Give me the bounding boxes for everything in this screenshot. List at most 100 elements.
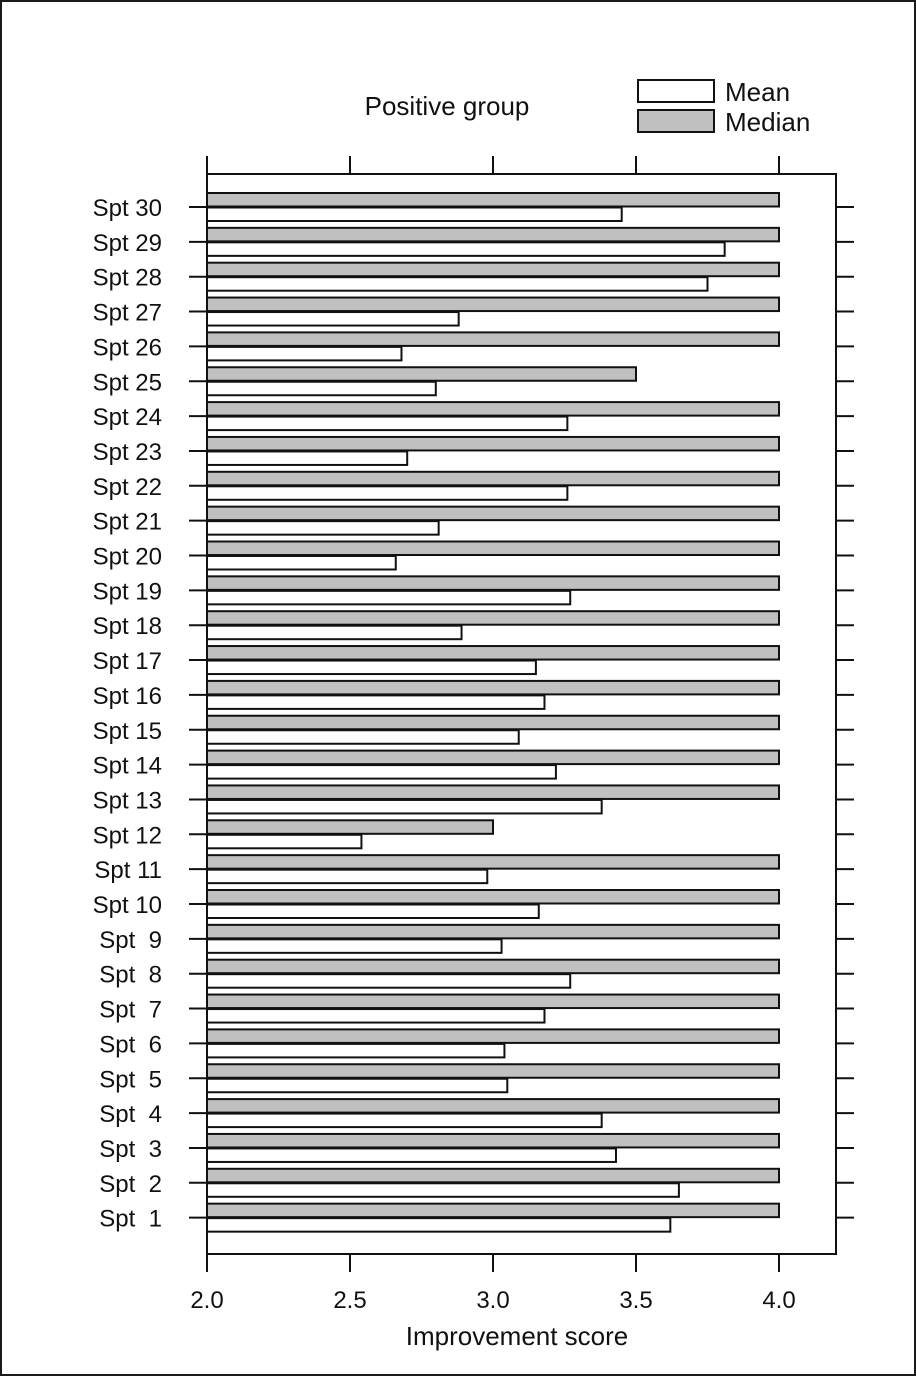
bar-median [206, 1167, 780, 1184]
category-label: Spt 6 [99, 1031, 162, 1058]
x-tick-label: 2.5 [333, 1287, 366, 1314]
bar-mean [206, 450, 409, 466]
bar-median [206, 366, 637, 382]
bar-mean [206, 1182, 680, 1198]
category-label: Spt 12 [93, 822, 162, 849]
bar-median [206, 1028, 780, 1044]
bar-mean [206, 764, 557, 780]
bar-mean [206, 1217, 672, 1233]
legend: Mean Median [637, 77, 810, 137]
bar-median [206, 749, 780, 766]
category-labels: Spt 30 Spt 29 Spt 28 Spt 27 Spt 26 Spt 25 Spt … [93, 195, 162, 1233]
bar-mean [206, 798, 603, 815]
bar-mean [206, 415, 569, 432]
bar-median [206, 819, 494, 835]
bar-mean [206, 973, 572, 989]
bar-mean [206, 938, 503, 954]
bar-median [206, 679, 780, 696]
bar-median [206, 575, 780, 591]
bar-mean [206, 694, 546, 710]
legend-label-mean: Mean [725, 77, 790, 107]
category-label: Spt 13 [93, 787, 162, 814]
bar-mean [206, 241, 726, 257]
bar-median [206, 610, 780, 626]
chart-title: Positive group [365, 91, 530, 121]
bar-mean [206, 833, 363, 850]
category-label: Spt 29 [93, 230, 162, 257]
bar-mean [206, 485, 569, 501]
category-label: Spt 23 [93, 439, 162, 466]
bar-mean [206, 1008, 546, 1024]
category-label: Spt 9 [99, 927, 162, 954]
axes [189, 156, 854, 1272]
bar-median [206, 1202, 780, 1219]
bar-median [206, 470, 780, 487]
bar-median [206, 401, 780, 417]
category-label: Spt 7 [99, 997, 162, 1024]
bar-mean [206, 1112, 603, 1129]
bar-mean [206, 380, 437, 397]
category-label: Spt 30 [93, 195, 162, 222]
bar-median [206, 784, 780, 800]
category-label: Spt 17 [93, 648, 162, 675]
bar-mean [206, 311, 460, 327]
legend-swatch-median [637, 109, 715, 133]
category-label: Spt 25 [93, 369, 162, 396]
x-tick-labels: 2.0 2.5 3.0 3.5 4.0 [190, 1287, 795, 1314]
legend-label-median: Median [725, 107, 810, 137]
bar-mean [206, 589, 572, 606]
category-label: Spt 2 [99, 1171, 162, 1198]
category-label: Spt 11 [94, 857, 162, 884]
bar-median [206, 714, 780, 731]
bar-mean [206, 1077, 509, 1094]
bar-mean [206, 555, 397, 571]
bar-mean [206, 729, 520, 745]
bar-median [206, 226, 780, 243]
category-label: Spt 24 [93, 404, 162, 431]
bar-mean [206, 276, 709, 292]
category-label: Spt 26 [93, 334, 162, 361]
x-axis-label: Improvement score [406, 1321, 629, 1351]
bar-median [206, 261, 780, 278]
bar-median [206, 192, 780, 208]
bar-mean [206, 1042, 506, 1059]
bar-median [206, 435, 780, 452]
x-tick-label: 2.0 [190, 1287, 223, 1314]
bar-mean [206, 345, 403, 362]
category-label: Spt 1 [99, 1206, 162, 1233]
legend-swatch-mean [637, 79, 715, 103]
bar-median [206, 645, 780, 661]
bar-mean [206, 1147, 617, 1163]
bar-median [206, 889, 780, 905]
x-tick-label: 4.0 [762, 1287, 795, 1314]
bar-mean [206, 903, 540, 919]
x-tick-label: 3.0 [476, 1287, 509, 1314]
category-label: Spt 18 [93, 613, 162, 640]
category-label: Spt 22 [93, 474, 162, 501]
x-tick-label: 3.5 [619, 1287, 652, 1314]
category-label: Spt 4 [99, 1101, 162, 1128]
bar-median [206, 854, 780, 870]
bar-mean [206, 659, 537, 676]
category-label: Spt 28 [93, 265, 162, 292]
category-label: Spt 21 [93, 509, 162, 536]
category-label: Spt 27 [93, 300, 162, 327]
category-label: Spt 3 [99, 1136, 162, 1163]
bar-median [206, 993, 780, 1010]
bar-mean [206, 868, 489, 885]
bar-median [206, 958, 780, 975]
bar-median [206, 540, 780, 556]
bar-median [206, 923, 780, 940]
category-label: Spt 20 [93, 544, 162, 571]
bar-median [206, 1132, 780, 1149]
bars [206, 192, 780, 1233]
bar-mean [206, 206, 623, 222]
plot-frame [206, 173, 837, 1255]
category-label: Spt 8 [99, 962, 162, 989]
category-label: Spt 14 [93, 753, 162, 780]
category-label: Spt 16 [93, 683, 162, 710]
bar-median [206, 296, 780, 313]
bar-mean [206, 520, 440, 536]
